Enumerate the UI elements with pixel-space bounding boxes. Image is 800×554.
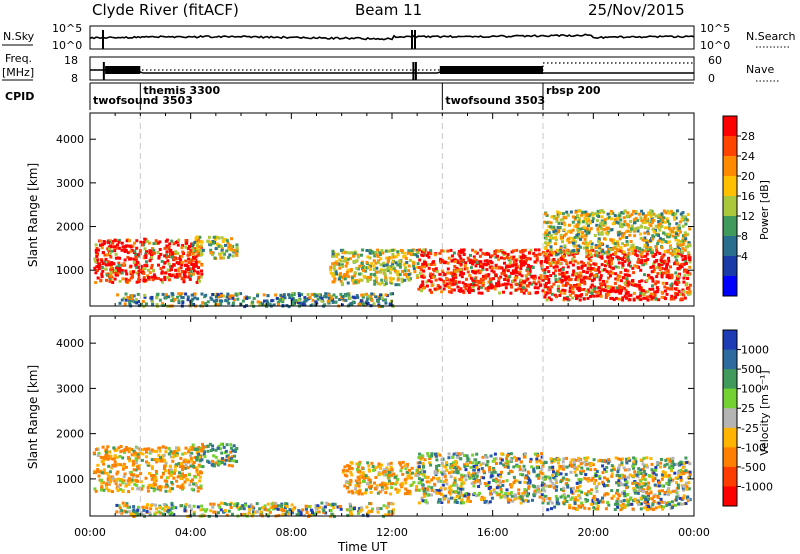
ytick-label: 1000 [56, 264, 84, 277]
radar-title: Clyde River (fitACF) [92, 1, 239, 19]
velocity-colorbar-tick: 1000 [741, 344, 769, 357]
power-colorbar-tick: 4 [741, 250, 748, 263]
ytick-label: 4000 [56, 133, 84, 146]
velocity-data [92, 442, 692, 519]
x-tick-label: 16:00 [477, 526, 509, 539]
cpid-label: CPID [5, 90, 34, 103]
velocity-colorbar-tick: 100 [741, 383, 762, 396]
nsky-left-tick-bottom: 10^0 [52, 39, 82, 52]
velocity-ylabel: Slant Range [km] [26, 365, 40, 469]
velocity-colorbar-tick: 25 [741, 402, 755, 415]
x-tick-label: 04:00 [175, 526, 207, 539]
ytick-label: 3000 [56, 177, 84, 190]
nsky-left-tick-top: 10^5 [52, 22, 82, 35]
x-tick-label: 00:00 [74, 526, 106, 539]
cpid-mode-1: themis 3300 [143, 84, 220, 97]
ytick-label: 3000 [56, 382, 84, 395]
power-xticks [89, 113, 695, 306]
nsky-panel: N.Sky 10^5 10^0 10^5 10^0 N.Search [2, 22, 796, 52]
nsearch-label: N.Search [746, 30, 796, 43]
ytick-label: 2000 [56, 221, 84, 234]
power-colorbar-tick: 24 [741, 150, 755, 163]
cpid-mode-3: rbsp 200 [546, 84, 601, 97]
freq-left-tick-bottom: 8 [71, 72, 78, 85]
power-colorbar-tick: 20 [741, 170, 755, 183]
ytick-label: 2000 [56, 428, 84, 441]
ytick-label: 1000 [56, 473, 84, 486]
freq-left-tick-top: 18 [64, 54, 78, 67]
power-ylabel: Slant Range [km] [26, 163, 40, 267]
velocity-colorbar-tick: -500 [741, 461, 766, 474]
velocity-xticks [89, 316, 695, 516]
power-colorbar: 28 24 20 16 12 8 4 Power [dB] [722, 115, 771, 297]
nave-trace [90, 62, 694, 71]
freq-label: Freq. [5, 52, 32, 65]
velocity-colorbar-tick: -100 [741, 441, 766, 454]
velocity-panel: Slant Range [km] 1000 2000 3000 4000 [26, 315, 695, 519]
velocity-colorbar: 1000 500 100 25 -25 -100 -500 -1000 Velocity [m… [722, 329, 773, 507]
velocity-colorbar-tick: -1000 [741, 480, 773, 493]
power-yticks: 1000 2000 3000 4000 [56, 133, 694, 277]
cpid-mode-0: twofsound 3503 [93, 94, 193, 107]
x-tick-label: 00:00 [678, 526, 710, 539]
power-colorbar-tick: 16 [741, 190, 755, 203]
nsky-label: N.Sky [3, 30, 35, 43]
velocity-time-markers [139, 316, 544, 516]
nsky-trace [89, 33, 695, 41]
beam-title: Beam 11 [355, 1, 422, 19]
date-title: 25/Nov/2015 [588, 1, 685, 19]
power-colorbar-tick: 12 [741, 210, 755, 223]
power-colorbar-label: Power [dB] [758, 180, 771, 240]
frequency-trace [90, 69, 694, 74]
velocity-yticks: 1000 2000 3000 4000 [56, 337, 694, 486]
nsky-right-tick-top: 10^5 [700, 22, 730, 35]
nave-right-tick-bottom: 0 [708, 72, 715, 85]
x-axis-label: Time UT [337, 540, 388, 554]
velocity-colorbar-tick: -25 [741, 422, 759, 435]
power-colorbar-tick: 8 [741, 230, 748, 243]
velocity-colorbar-label: Velocity [m s⁻¹] [758, 370, 771, 455]
x-tick-label: 08:00 [275, 526, 307, 539]
x-axis-tick-labels: 00:00 04:00 08:00 12:00 16:00 20:00 00:00 [74, 526, 710, 539]
power-time-markers [139, 113, 544, 306]
x-tick-label: 12:00 [376, 526, 408, 539]
cpid-mode-2: twofsound 3503 [445, 94, 545, 107]
nave-label: Nave [746, 63, 774, 76]
nsky-right-tick-bottom: 10^0 [700, 39, 730, 52]
power-data [93, 209, 692, 309]
velocity-colorbar-tick: 500 [741, 363, 762, 376]
freq-unit: [MHz] [2, 66, 34, 79]
power-panel: Slant Range [km] 1000 2000 3000 4000 [26, 112, 695, 309]
nave-right-tick-top: 60 [708, 54, 722, 67]
freq-panel: Freq. [MHz] 18 8 60 0 Nave [2, 52, 780, 85]
power-colorbar-tick: 28 [741, 130, 755, 143]
frequency-blocks [102, 62, 543, 80]
x-tick-label: 20:00 [577, 526, 609, 539]
ytick-label: 4000 [56, 337, 84, 350]
